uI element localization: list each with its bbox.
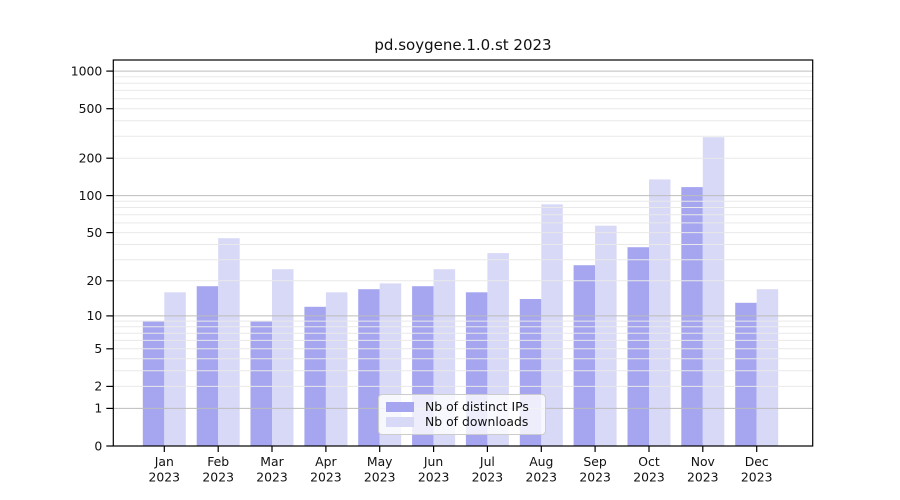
x-tick-label-year: 2023: [526, 470, 558, 485]
bar-downloads-feb: [218, 238, 240, 446]
x-tick-label-month: Oct: [638, 454, 660, 469]
x-tick-label-year: 2023: [633, 470, 665, 485]
bar-distinct-ips-sep: [573, 265, 596, 446]
legend-label-distinct-ips: Nb of distinct IPs: [425, 399, 529, 414]
x-tick-label-year: 2023: [310, 470, 342, 485]
bar-downloads-nov: [702, 137, 725, 446]
bar-downloads-aug: [541, 204, 563, 446]
y-tick-label: 100: [79, 188, 103, 203]
bar-distinct-ips-apr: [304, 306, 326, 446]
x-tick-label-month: Feb: [207, 454, 229, 469]
x-tick-label-month: Mar: [260, 454, 284, 469]
bar-downloads-oct: [649, 179, 671, 446]
legend-swatch-downloads: [386, 417, 414, 427]
y-tick-label: 200: [79, 151, 103, 166]
x-tick-label-year: 2023: [418, 470, 450, 485]
x-tick-label-month: Apr: [315, 454, 337, 469]
x-tick-label-month: Nov: [691, 454, 715, 469]
y-tick-label: 1000: [71, 63, 103, 78]
legend-row-distinct-ips: Nb of distinct IPs: [386, 400, 537, 414]
x-tick-label-year: 2023: [202, 470, 234, 485]
bar-distinct-ips-nov: [681, 187, 703, 446]
x-tick-label-year: 2023: [256, 470, 288, 485]
x-tick-label-year: 2023: [364, 470, 396, 485]
y-tick-label: 500: [79, 101, 103, 116]
y-tick-label: 10: [87, 308, 103, 323]
x-tick-label-month: Sep: [583, 454, 606, 469]
bar-distinct-ips-mar: [250, 321, 272, 446]
plot-border: [112, 59, 814, 447]
bar-distinct-ips-oct: [627, 247, 649, 446]
x-tick-label-year: 2023: [149, 470, 181, 485]
bar-downloads-dec: [756, 289, 779, 446]
legend-swatch-distinct-ips: [386, 402, 414, 412]
y-tick-label: 0: [94, 438, 102, 453]
legend-label-downloads: Nb of downloads: [425, 414, 529, 429]
x-tick-label-month: Jun: [423, 454, 443, 469]
bar-downloads-jan: [164, 292, 186, 446]
y-tick-label: 1: [94, 401, 102, 416]
y-tick-label: 20: [87, 273, 103, 288]
bar-downloads-sep: [595, 225, 617, 446]
x-tick-label-month: Jul: [479, 454, 495, 469]
chart-title: pd.soygene.1.0.st 2023: [374, 36, 552, 54]
y-tick-label: 2: [94, 379, 102, 394]
bar-distinct-ips-jan: [142, 321, 165, 446]
bar-downloads-apr: [325, 292, 348, 446]
x-tick-label-month: Dec: [745, 454, 769, 469]
legend: Nb of distinct IPs Nb of downloads: [378, 394, 546, 435]
y-tick-label: 50: [87, 225, 103, 240]
bar-downloads-mar: [272, 269, 294, 446]
x-tick-label-year: 2023: [579, 470, 611, 485]
x-tick-label-year: 2023: [472, 470, 504, 485]
bar-distinct-ips-may: [358, 289, 380, 446]
bar-distinct-ips-feb: [196, 286, 219, 446]
x-tick-label-month: May: [367, 454, 393, 469]
y-tick-label: 5: [94, 341, 102, 356]
bar-distinct-ips-dec: [735, 302, 757, 446]
x-tick-label-year: 2023: [741, 470, 773, 485]
x-tick-label-month: Jan: [154, 454, 174, 469]
x-tick-label-year: 2023: [687, 470, 719, 485]
x-tick-label-month: Aug: [529, 454, 553, 469]
legend-row-downloads: Nb of downloads: [386, 415, 537, 429]
